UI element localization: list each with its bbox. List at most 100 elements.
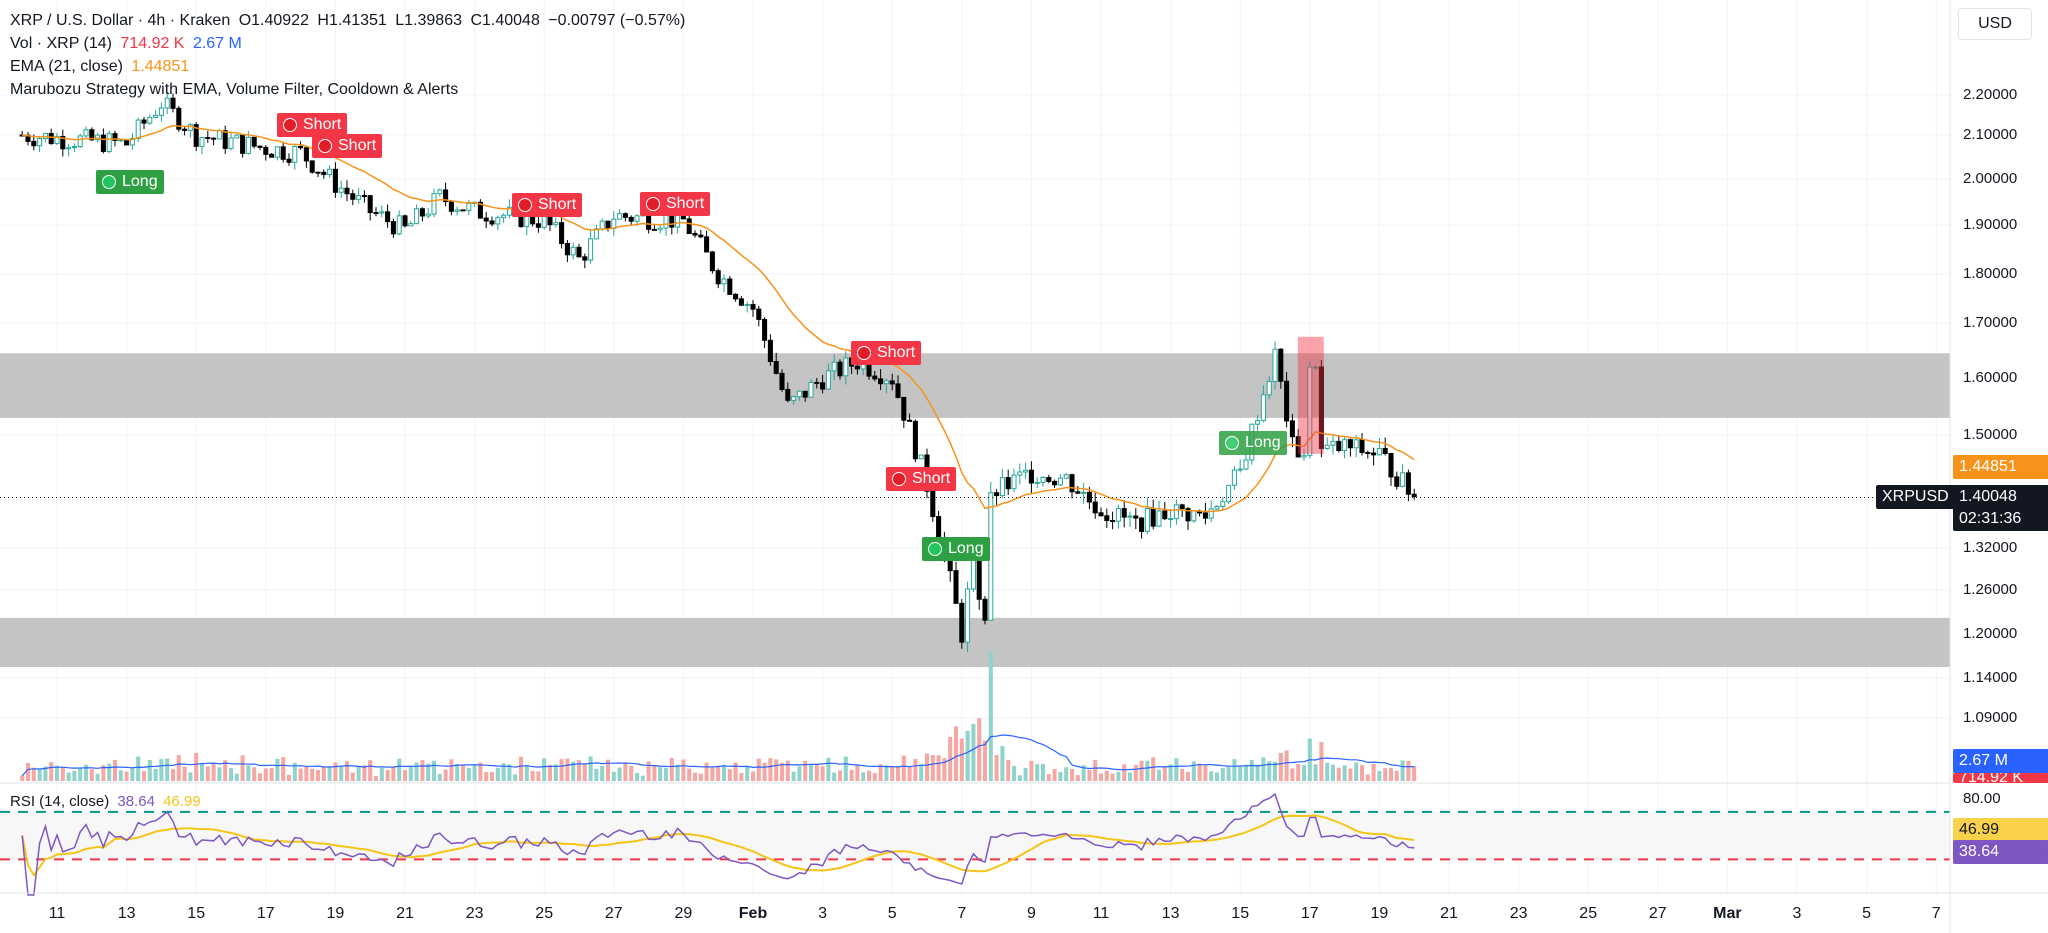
time-tick-label: 23 — [1509, 905, 1528, 922]
volume-bar — [397, 758, 402, 781]
volume-bar — [1284, 750, 1289, 781]
ema-value: 1.44851 — [131, 58, 190, 75]
volume-bar — [959, 738, 964, 781]
volume-bar — [1162, 767, 1167, 781]
volume-bar — [640, 775, 645, 781]
volume-ma-value: 2.67 M — [192, 35, 242, 52]
candle-body — [396, 215, 402, 235]
symbol-title[interactable]: XRP / U.S. Dollar · 4h · Kraken — [10, 12, 231, 29]
candle-body — [124, 139, 130, 146]
ema-price-tag: 1.44851 — [1953, 455, 2048, 480]
candle-body — [100, 134, 106, 152]
volume-bar — [83, 764, 89, 781]
rsi-legend[interactable]: RSI (14, close) 38.64 46.99 — [10, 793, 205, 810]
currency-button[interactable]: USD — [1958, 8, 2032, 40]
volume-bar — [704, 762, 709, 781]
candle-body — [280, 146, 286, 160]
candle-body — [71, 146, 77, 149]
candle-body — [1092, 501, 1098, 514]
candle-body — [918, 454, 924, 460]
volume-bar — [1133, 764, 1138, 781]
price-tick-label: 1.09000 — [1963, 709, 2018, 726]
volume-bar — [565, 758, 570, 781]
volume-bar — [356, 766, 361, 781]
signal-text: Long — [948, 540, 984, 557]
candlesticks — [19, 91, 1417, 653]
candle-body — [228, 137, 234, 149]
volume-bar — [275, 758, 280, 781]
volume-bar — [1035, 764, 1040, 781]
candle-body — [373, 212, 379, 215]
candle-body — [883, 380, 889, 385]
strategy-legend[interactable]: Marubozu Strategy with EMA, Volume Filte… — [10, 81, 462, 99]
volume-bar — [402, 770, 408, 781]
ohlc-high: H1.41351 — [317, 12, 387, 29]
candle-body — [1040, 477, 1046, 483]
volume-bar — [1325, 762, 1330, 781]
candle-body — [738, 298, 744, 306]
candle-body — [901, 396, 907, 421]
signal-short-label[interactable]: Short — [886, 467, 957, 491]
candle-body — [1046, 477, 1052, 482]
green-circle-icon — [1225, 435, 1239, 450]
signal-long-label[interactable]: Long — [96, 170, 164, 194]
candle-body — [1220, 501, 1226, 507]
volume-bar — [72, 770, 77, 781]
candle-body — [1255, 420, 1261, 425]
signal-long-label[interactable]: Long — [922, 537, 990, 561]
time-tick-label: Feb — [738, 905, 768, 922]
candle-body — [1226, 484, 1232, 503]
candle-body — [327, 168, 333, 175]
volume-bar — [1064, 767, 1069, 781]
volume-bar — [1261, 757, 1266, 781]
volume-bar — [472, 765, 477, 781]
candle-body — [617, 213, 623, 220]
marubozu-box — [1297, 336, 1324, 454]
signal-short-label[interactable]: Short — [512, 193, 583, 217]
rsi-value: 38.64 — [117, 793, 155, 810]
volume-bar — [43, 766, 48, 781]
candle-body — [460, 209, 466, 212]
candle-body — [704, 236, 710, 253]
signal-short-label[interactable]: Short — [277, 113, 348, 137]
candle-body — [872, 375, 878, 380]
volume-bar — [1127, 772, 1133, 781]
signal-short-label[interactable]: Short — [851, 341, 922, 365]
volume-bar — [843, 756, 848, 781]
candle-body — [129, 137, 135, 146]
candle-body — [1005, 477, 1011, 490]
rsi-series — [21, 792, 1415, 896]
candle-body — [1086, 491, 1092, 503]
candle-body — [1191, 510, 1197, 522]
candle-body — [1162, 510, 1168, 520]
signal-short-label[interactable]: Short — [640, 192, 711, 216]
candle-body — [593, 228, 599, 240]
volume-bar — [1052, 769, 1057, 781]
volume-bar — [907, 765, 912, 781]
volume-bar — [182, 766, 187, 781]
candle-body — [889, 380, 895, 385]
candle-body — [1063, 474, 1069, 479]
volume-bar — [768, 758, 773, 781]
volume-bar — [855, 765, 860, 781]
candle-body — [234, 134, 240, 139]
candle-body — [1023, 469, 1029, 473]
volume-bar — [634, 772, 640, 781]
time-tick-label: 5 — [887, 905, 897, 922]
candle-body — [402, 215, 408, 227]
volume-legend[interactable]: Vol · XRP (14) 714.92 K 2.67 M — [10, 35, 246, 53]
volume-bar — [1348, 768, 1353, 781]
volume-bar — [733, 762, 738, 781]
volume-bar — [170, 769, 176, 781]
candle-body — [454, 209, 460, 212]
signal-long-label[interactable]: Long — [1219, 431, 1287, 455]
candle-body — [506, 206, 512, 216]
candle-body — [698, 234, 704, 238]
ema-legend[interactable]: EMA (21, close) 1.44851 — [10, 58, 193, 76]
candle-body — [1347, 439, 1353, 449]
candle-body — [251, 136, 257, 147]
signal-short-label[interactable]: Short — [312, 134, 383, 158]
volume-bar — [1046, 774, 1051, 781]
candle-body — [999, 477, 1005, 497]
